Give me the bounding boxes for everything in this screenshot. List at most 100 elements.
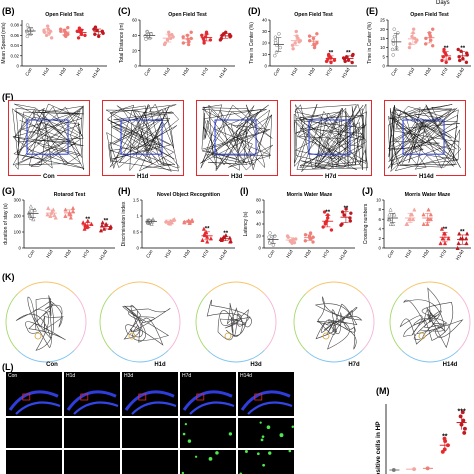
positive-cell <box>261 435 265 438</box>
data-point <box>25 23 30 27</box>
positive-cell <box>182 432 186 436</box>
data-point <box>93 32 97 37</box>
data-point <box>409 212 415 217</box>
data-point <box>182 220 187 225</box>
water-maze-pool <box>5 281 87 363</box>
data-point <box>390 221 396 226</box>
significance-label: ** <box>223 231 228 237</box>
data-point <box>150 216 156 222</box>
x-tick-label: H14d <box>338 249 348 261</box>
data-point <box>67 211 73 216</box>
chart-title: Open Field Test <box>294 12 333 18</box>
data-point <box>278 45 283 50</box>
data-point <box>169 220 175 225</box>
data-point <box>49 36 54 40</box>
pool-edge <box>99 293 113 351</box>
data-point <box>407 45 412 50</box>
data-point <box>391 53 395 57</box>
data-point <box>296 36 300 41</box>
pool-edge <box>389 293 403 351</box>
data-point <box>308 231 313 235</box>
y-tick-label: 60 <box>132 18 137 23</box>
y-axis-label: Time in Center (%) <box>249 22 255 64</box>
data-point <box>411 27 416 31</box>
data-point <box>391 38 395 42</box>
data-point <box>189 36 193 41</box>
significance-label: ** <box>85 217 90 223</box>
positive-cell <box>291 425 294 428</box>
open-field-maze <box>196 100 278 176</box>
zoom-image <box>6 450 62 474</box>
platform <box>322 332 330 340</box>
significance-label: ** <box>205 226 210 232</box>
y-axis-label: Discrimination index <box>121 201 127 246</box>
data-point <box>321 225 325 229</box>
pool-edge <box>305 281 363 295</box>
data-point <box>312 42 316 46</box>
image-svg <box>64 450 120 474</box>
open-field-maze <box>102 100 184 176</box>
data-point <box>329 60 333 65</box>
data-point <box>201 226 207 231</box>
positive-cell <box>268 451 272 455</box>
data-point <box>428 216 433 222</box>
data-point <box>442 240 448 246</box>
pool-edge <box>401 349 459 363</box>
pool-edge <box>111 349 169 363</box>
x-tick-label: H3d <box>303 249 312 259</box>
pool-edge <box>167 293 181 351</box>
data-point <box>189 30 193 35</box>
dentate-band <box>124 390 175 411</box>
image-svg <box>6 450 62 474</box>
maze-group-label: H7d <box>323 174 339 180</box>
center-zone <box>120 119 163 155</box>
x-tick-label: H1d <box>41 67 50 77</box>
water-maze-pool <box>195 281 277 363</box>
roi-box <box>138 393 147 401</box>
center-zone <box>402 119 445 155</box>
y-axis-label: Time in Center (%) <box>367 22 373 64</box>
hippocampus-image <box>180 372 236 416</box>
chart-title: Open Field Test <box>168 12 207 18</box>
data-point <box>186 42 191 47</box>
y-tick-label: 40 <box>262 18 267 23</box>
data-point <box>267 235 271 239</box>
chart-m: ositive cells in HP ***** <box>375 404 467 474</box>
data-point <box>285 234 290 238</box>
data-point <box>96 34 101 39</box>
image-group-label: H3d <box>124 373 134 379</box>
open-field-maze <box>290 100 372 176</box>
data-point <box>144 37 148 41</box>
x-tick-label: Con <box>24 67 33 77</box>
movement-trace <box>200 104 273 172</box>
data-point <box>312 45 317 50</box>
y-axis-label: ositive cells in HP <box>375 421 382 474</box>
dentate-band <box>131 401 177 415</box>
data-point <box>77 28 82 32</box>
data-point <box>324 59 329 64</box>
data-point <box>447 56 452 61</box>
chart-j: Morris Water Maze Crossing numbers 0 2 4 6 8 10… <box>363 192 471 261</box>
y-tick-label: 0 <box>383 64 386 69</box>
positive-cell <box>194 455 198 458</box>
data-point <box>421 221 426 226</box>
data-point <box>421 212 426 217</box>
swim-path <box>206 299 252 341</box>
data-point <box>303 233 308 237</box>
data-point <box>412 207 417 212</box>
trace-svg <box>293 103 369 172</box>
platform <box>418 332 426 340</box>
x-tick-label: H14d <box>218 249 228 261</box>
y-tick-label: 0 <box>135 64 138 69</box>
data-point <box>53 215 58 220</box>
pool-group-label: H14d <box>443 362 458 368</box>
image-svg <box>64 418 120 448</box>
x-tick-label: Con <box>143 67 152 77</box>
y-tick-label: 0 <box>379 246 382 251</box>
x-tick-label: Con <box>387 249 396 259</box>
data-point <box>392 27 396 31</box>
panel-letter-f: (F) <box>2 92 14 102</box>
positive-cell <box>184 423 188 426</box>
chart-g: Rotarod Test duration of stay (s) 0 100 200 3… <box>3 192 115 261</box>
panel-letter-b: (B) <box>2 6 15 16</box>
